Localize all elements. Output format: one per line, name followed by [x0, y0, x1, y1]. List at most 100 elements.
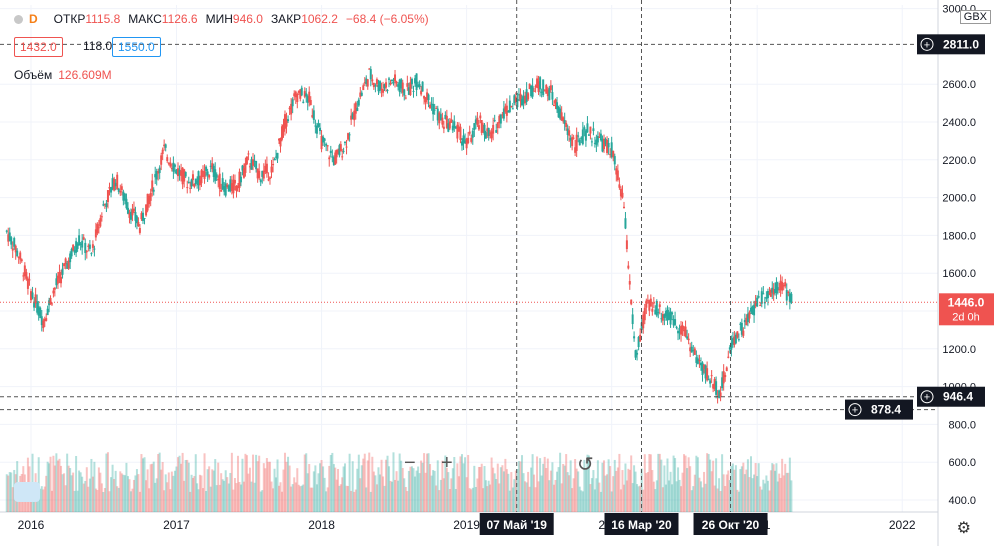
- candle-body: [105, 203, 108, 207]
- candle-body: [525, 89, 528, 103]
- volume-bar: [645, 473, 648, 512]
- candle-body: [183, 169, 186, 182]
- volume-bar: [76, 490, 79, 512]
- ask-price-button[interactable]: 1550.0: [112, 37, 161, 57]
- y-tick-label: 2200.0: [942, 155, 976, 167]
- candle-body: [76, 243, 79, 249]
- candle-body: [300, 87, 303, 96]
- volume-bar: [42, 489, 45, 512]
- reset-chart-button[interactable]: ↺: [577, 454, 594, 476]
- settings-gear-icon[interactable]: ⚙: [956, 520, 971, 537]
- candle-body: [498, 115, 501, 124]
- volume-bar: [651, 470, 654, 512]
- candle-body: [637, 336, 640, 348]
- candle-body: [743, 320, 746, 323]
- volume-bar: [476, 478, 479, 512]
- candle-body: [406, 83, 409, 87]
- volume-bar: [495, 478, 498, 512]
- bid-price-button[interactable]: 1432.0: [14, 37, 63, 57]
- volume-bar: [220, 473, 223, 512]
- volume-bar: [637, 486, 640, 512]
- candle-body: [126, 207, 129, 214]
- volume-bar: [10, 472, 13, 512]
- candle-body: [189, 187, 192, 189]
- volume-bar: [262, 463, 265, 512]
- candle-body: [388, 78, 391, 80]
- volume-bar: [60, 465, 63, 512]
- candle-body: [404, 97, 407, 99]
- candle-body: [439, 114, 442, 121]
- volume-bar: [678, 479, 681, 512]
- zoom-in-button[interactable]: +: [441, 452, 453, 474]
- volume-bar: [366, 460, 369, 512]
- volume-bar: [451, 468, 454, 512]
- candle-body: [534, 85, 537, 88]
- volume-bar: [221, 479, 224, 512]
- candle-body: [319, 127, 322, 132]
- candle-body: [430, 103, 433, 105]
- volume-bar: [742, 462, 745, 512]
- candle-body: [604, 139, 607, 144]
- volume-bar: [427, 453, 430, 512]
- candle-body: [640, 322, 643, 330]
- candle-body: [108, 186, 111, 189]
- volume-bar: [197, 489, 200, 512]
- zoom-out-button[interactable]: −: [404, 452, 416, 474]
- volume-bar: [97, 467, 100, 512]
- candle-body: [487, 127, 490, 136]
- candle-body: [721, 377, 724, 389]
- candle-body: [94, 229, 97, 238]
- volume-bar: [390, 481, 393, 512]
- volume-bar: [39, 488, 42, 512]
- volume-bar: [459, 456, 462, 512]
- candle-body: [725, 367, 728, 372]
- volume-bar: [630, 455, 633, 512]
- volume-bar: [79, 472, 82, 512]
- candle-body: [245, 156, 248, 165]
- volume-bar: [790, 480, 793, 512]
- volume-bar: [699, 481, 702, 512]
- x-tick-label: 2022: [889, 518, 916, 532]
- volume-bar: [319, 463, 322, 512]
- volume-bar: [549, 470, 552, 512]
- candle-body: [359, 92, 362, 97]
- volume-bar: [539, 458, 542, 512]
- candle-body: [198, 180, 201, 186]
- candle-body: [395, 81, 398, 84]
- candle-body: [356, 107, 359, 112]
- candle-body: [22, 275, 25, 277]
- volume-bar: [432, 470, 435, 512]
- candle-body: [259, 179, 262, 183]
- volume-bar: [377, 467, 380, 512]
- volume-bar: [508, 490, 511, 512]
- candle-body: [221, 178, 224, 190]
- price-marker-label: 946.4: [943, 390, 973, 404]
- candle-body: [606, 139, 609, 153]
- candle-body: [347, 133, 350, 140]
- volume-bar: [58, 458, 61, 512]
- volume-bar: [598, 482, 601, 512]
- candle-body: [87, 245, 90, 247]
- volume-bar: [193, 476, 196, 512]
- volume-bar: [350, 490, 353, 512]
- volume-bar: [627, 468, 630, 512]
- candle-body: [82, 237, 85, 240]
- candle-body: [31, 292, 34, 298]
- volume-bar: [170, 471, 173, 512]
- candle-body: [715, 381, 718, 395]
- candle-body: [184, 172, 187, 177]
- candle-body: [49, 298, 52, 305]
- candle-body: [511, 108, 514, 110]
- candle-body: [530, 85, 533, 97]
- volume-bar: [669, 471, 672, 512]
- currency-badge[interactable]: GBX: [959, 10, 991, 24]
- interval-label[interactable]: D: [29, 12, 38, 26]
- candle-body: [389, 82, 392, 85]
- candle-body: [39, 307, 42, 318]
- candle-body: [320, 135, 323, 150]
- candle-body: [202, 171, 205, 173]
- volume-bar: [772, 464, 775, 512]
- volume-bar: [675, 481, 678, 512]
- candle-body: [433, 109, 436, 111]
